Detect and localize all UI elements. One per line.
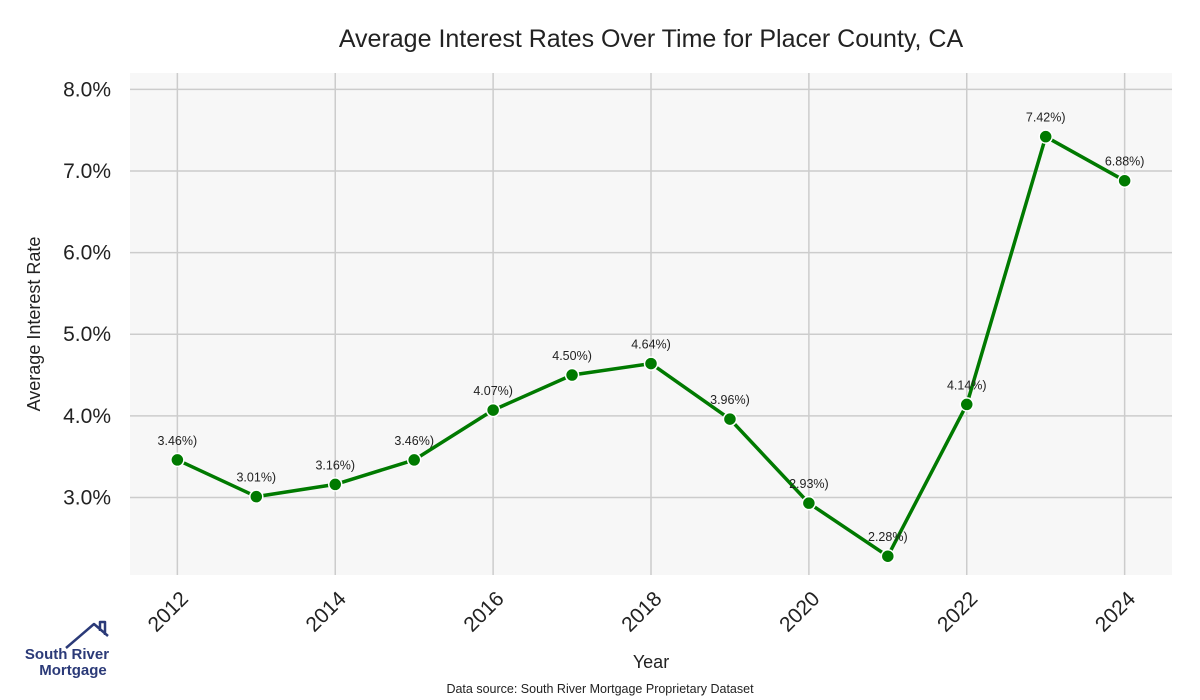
logo-text-line2: Mortgage: [39, 662, 107, 679]
data-point: [564, 367, 580, 383]
y-axis-ticks: 3.0% 4.0% 5.0% 6.0% 7.0% 8.0%: [63, 78, 111, 509]
y-tick-label: 5.0%: [63, 323, 111, 346]
x-tick-label: 2018: [617, 587, 666, 636]
data-label: 4.14%): [947, 378, 987, 392]
data-point: [327, 477, 343, 492]
company-logo: South River Mortgage: [25, 620, 109, 679]
data-point: [643, 356, 659, 371]
data-point: [1038, 129, 1053, 144]
y-axis-label: Average Interest Rate: [24, 237, 44, 412]
y-tick-label: 3.0%: [63, 486, 111, 509]
data-labels: 3.46%) 3.01%) 3.16%) 3.46%) 4.07%) 4.50%) 4.64…: [158, 111, 1145, 545]
data-point: [249, 489, 264, 504]
data-point: [1117, 173, 1132, 188]
x-tick-label: 2016: [459, 587, 508, 636]
x-axis-label: Year: [633, 652, 669, 672]
data-point: [406, 452, 422, 468]
data-label: 6.88%): [1105, 155, 1145, 169]
data-label: 3.46%): [158, 434, 198, 448]
data-label: 3.01%): [236, 471, 276, 485]
data-label: 4.07%): [473, 384, 513, 398]
data-source-note: Data source: South River Mortgage Propri…: [446, 682, 754, 696]
data-label: 4.64%): [631, 338, 671, 352]
data-point: [170, 452, 185, 468]
data-point: [880, 548, 896, 564]
data-label: 2.28%): [868, 530, 908, 544]
x-axis-ticks: 2012 2014 2016 2018 2020 2022 2024: [144, 587, 1141, 637]
data-point: [801, 495, 817, 511]
y-tick-label: 7.0%: [63, 160, 111, 183]
data-label: 4.50%): [552, 349, 592, 363]
grid-lines: [130, 73, 1172, 575]
y-tick-label: 6.0%: [63, 242, 111, 265]
data-label: 3.96%): [710, 393, 750, 407]
y-tick-label: 8.0%: [63, 78, 111, 101]
x-tick-label: 2012: [144, 587, 193, 636]
y-tick-label: 4.0%: [63, 405, 111, 428]
logo-text-line1: South River: [25, 646, 109, 663]
data-label: 7.42%): [1026, 111, 1066, 125]
series-markers: [170, 129, 1132, 564]
data-label: 3.46%): [394, 434, 434, 448]
data-point: [959, 397, 975, 412]
house-roof-icon: [65, 620, 109, 649]
data-label: 3.16%): [315, 458, 355, 472]
x-tick-label: 2014: [301, 587, 351, 637]
data-point: [722, 411, 738, 427]
x-tick-label: 2020: [775, 587, 824, 636]
data-label: 2.93%): [789, 477, 829, 491]
chart-title: Average Interest Rates Over Time for Pla…: [339, 25, 964, 53]
x-tick-label: 2024: [1091, 587, 1141, 637]
x-tick-label: 2022: [933, 587, 982, 636]
data-point: [485, 402, 501, 418]
